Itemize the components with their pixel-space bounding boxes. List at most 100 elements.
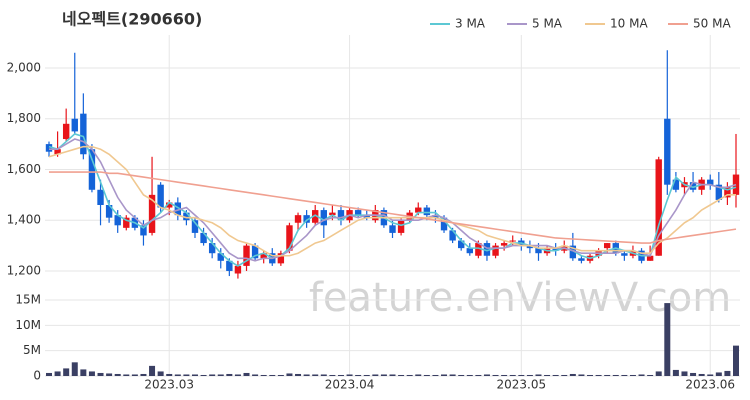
volume-bar xyxy=(277,374,284,376)
candle-body xyxy=(294,215,302,223)
volume-bar xyxy=(526,374,533,376)
candle-body xyxy=(415,207,422,213)
candle-body xyxy=(655,159,662,256)
candle-body xyxy=(62,123,70,140)
candle-body xyxy=(260,253,267,259)
candle-body xyxy=(166,202,173,208)
volume-bar xyxy=(226,373,233,376)
volume-bar xyxy=(707,374,714,376)
candle-body xyxy=(500,243,508,246)
volume-bar xyxy=(320,374,327,376)
volume-bar xyxy=(561,374,568,376)
candle-body xyxy=(423,207,431,216)
volume-bar xyxy=(629,374,636,376)
candle-body xyxy=(174,202,182,216)
candle-body xyxy=(303,215,310,223)
volume-bar xyxy=(234,374,241,376)
candle-body xyxy=(475,243,482,256)
candle-body xyxy=(157,184,164,208)
volume-bar xyxy=(191,374,198,376)
ma-line xyxy=(49,171,737,244)
volume-bar xyxy=(63,368,70,376)
volume-bar xyxy=(260,374,267,376)
candle-body xyxy=(689,182,697,190)
y-tick-label: 2,000 xyxy=(7,60,41,74)
candle-body xyxy=(458,240,465,249)
volume-bar xyxy=(286,373,293,376)
candle-body xyxy=(329,212,336,216)
candle-body xyxy=(603,243,611,249)
candle-body xyxy=(123,217,130,228)
volume-bar xyxy=(398,374,405,376)
volume-bar xyxy=(140,373,147,376)
candle-body xyxy=(183,212,190,221)
volume-bar xyxy=(604,374,611,376)
volume-tick-label: 0 xyxy=(33,369,41,383)
volume-bar xyxy=(587,374,594,376)
volume-bar xyxy=(123,374,130,376)
volume-tick-label: 5M xyxy=(23,343,41,357)
x-tick-label: 2023.06 xyxy=(685,378,735,392)
volume-bar xyxy=(54,371,61,376)
volume-bar xyxy=(518,374,525,376)
volume-bar xyxy=(647,374,654,376)
volume-bar xyxy=(106,373,113,376)
legend-label: 3 MA xyxy=(455,17,486,31)
volume-bar xyxy=(698,373,705,376)
candle-body xyxy=(208,243,216,254)
ma-line xyxy=(49,138,737,262)
candle-body xyxy=(526,245,534,249)
volume-bar xyxy=(389,374,396,376)
volume-bar xyxy=(423,374,430,376)
volume-tick-label: 10M xyxy=(15,318,41,332)
volume-bar xyxy=(664,303,671,376)
candle-body xyxy=(97,189,104,205)
candle-body xyxy=(432,215,439,218)
volume-bar xyxy=(552,374,559,376)
candle-body xyxy=(148,194,156,233)
candle-body xyxy=(389,225,396,233)
candle-body xyxy=(243,245,250,266)
candle-body xyxy=(114,215,121,226)
volume-bar xyxy=(295,373,302,376)
candle-body xyxy=(363,215,370,218)
volume-bar xyxy=(501,374,508,376)
candle-body xyxy=(492,245,499,256)
volume-bar xyxy=(578,374,585,376)
volume-bar xyxy=(372,374,379,376)
candle-body xyxy=(397,220,405,233)
candle-body xyxy=(234,265,242,274)
candle-body xyxy=(80,113,87,155)
candle-body xyxy=(646,255,654,261)
volume-bar xyxy=(269,374,276,376)
volume-bar xyxy=(355,374,362,376)
volume-bar xyxy=(131,374,138,376)
volume-bar xyxy=(97,372,104,376)
candle-body xyxy=(440,217,448,231)
volume-bar xyxy=(149,365,156,376)
candle-body xyxy=(277,253,285,264)
volume-bar xyxy=(681,371,688,376)
y-tick-label: 1,200 xyxy=(7,263,41,277)
candle-body xyxy=(45,144,53,152)
volume-bar xyxy=(733,345,739,376)
x-tick-label: 2023.04 xyxy=(325,378,375,392)
volume-bar xyxy=(492,374,499,376)
candle-body xyxy=(724,187,731,198)
watermark: feature.enViewV.com xyxy=(309,275,731,321)
volume-bar xyxy=(569,373,576,376)
candle-body xyxy=(312,210,319,223)
volume-bar xyxy=(715,372,722,376)
candle-body xyxy=(354,210,362,216)
candle-body xyxy=(449,230,456,241)
candle-body xyxy=(251,245,259,259)
chart-title: 네오펙트(290660) xyxy=(62,10,202,29)
candle-body xyxy=(140,225,147,236)
candle-body xyxy=(672,179,680,190)
ma-line xyxy=(48,145,736,257)
volume-bar xyxy=(174,374,181,376)
volume-bar xyxy=(46,372,52,376)
volume-bar xyxy=(217,374,224,376)
volume-bar xyxy=(595,374,602,376)
volume-bar xyxy=(252,374,259,376)
